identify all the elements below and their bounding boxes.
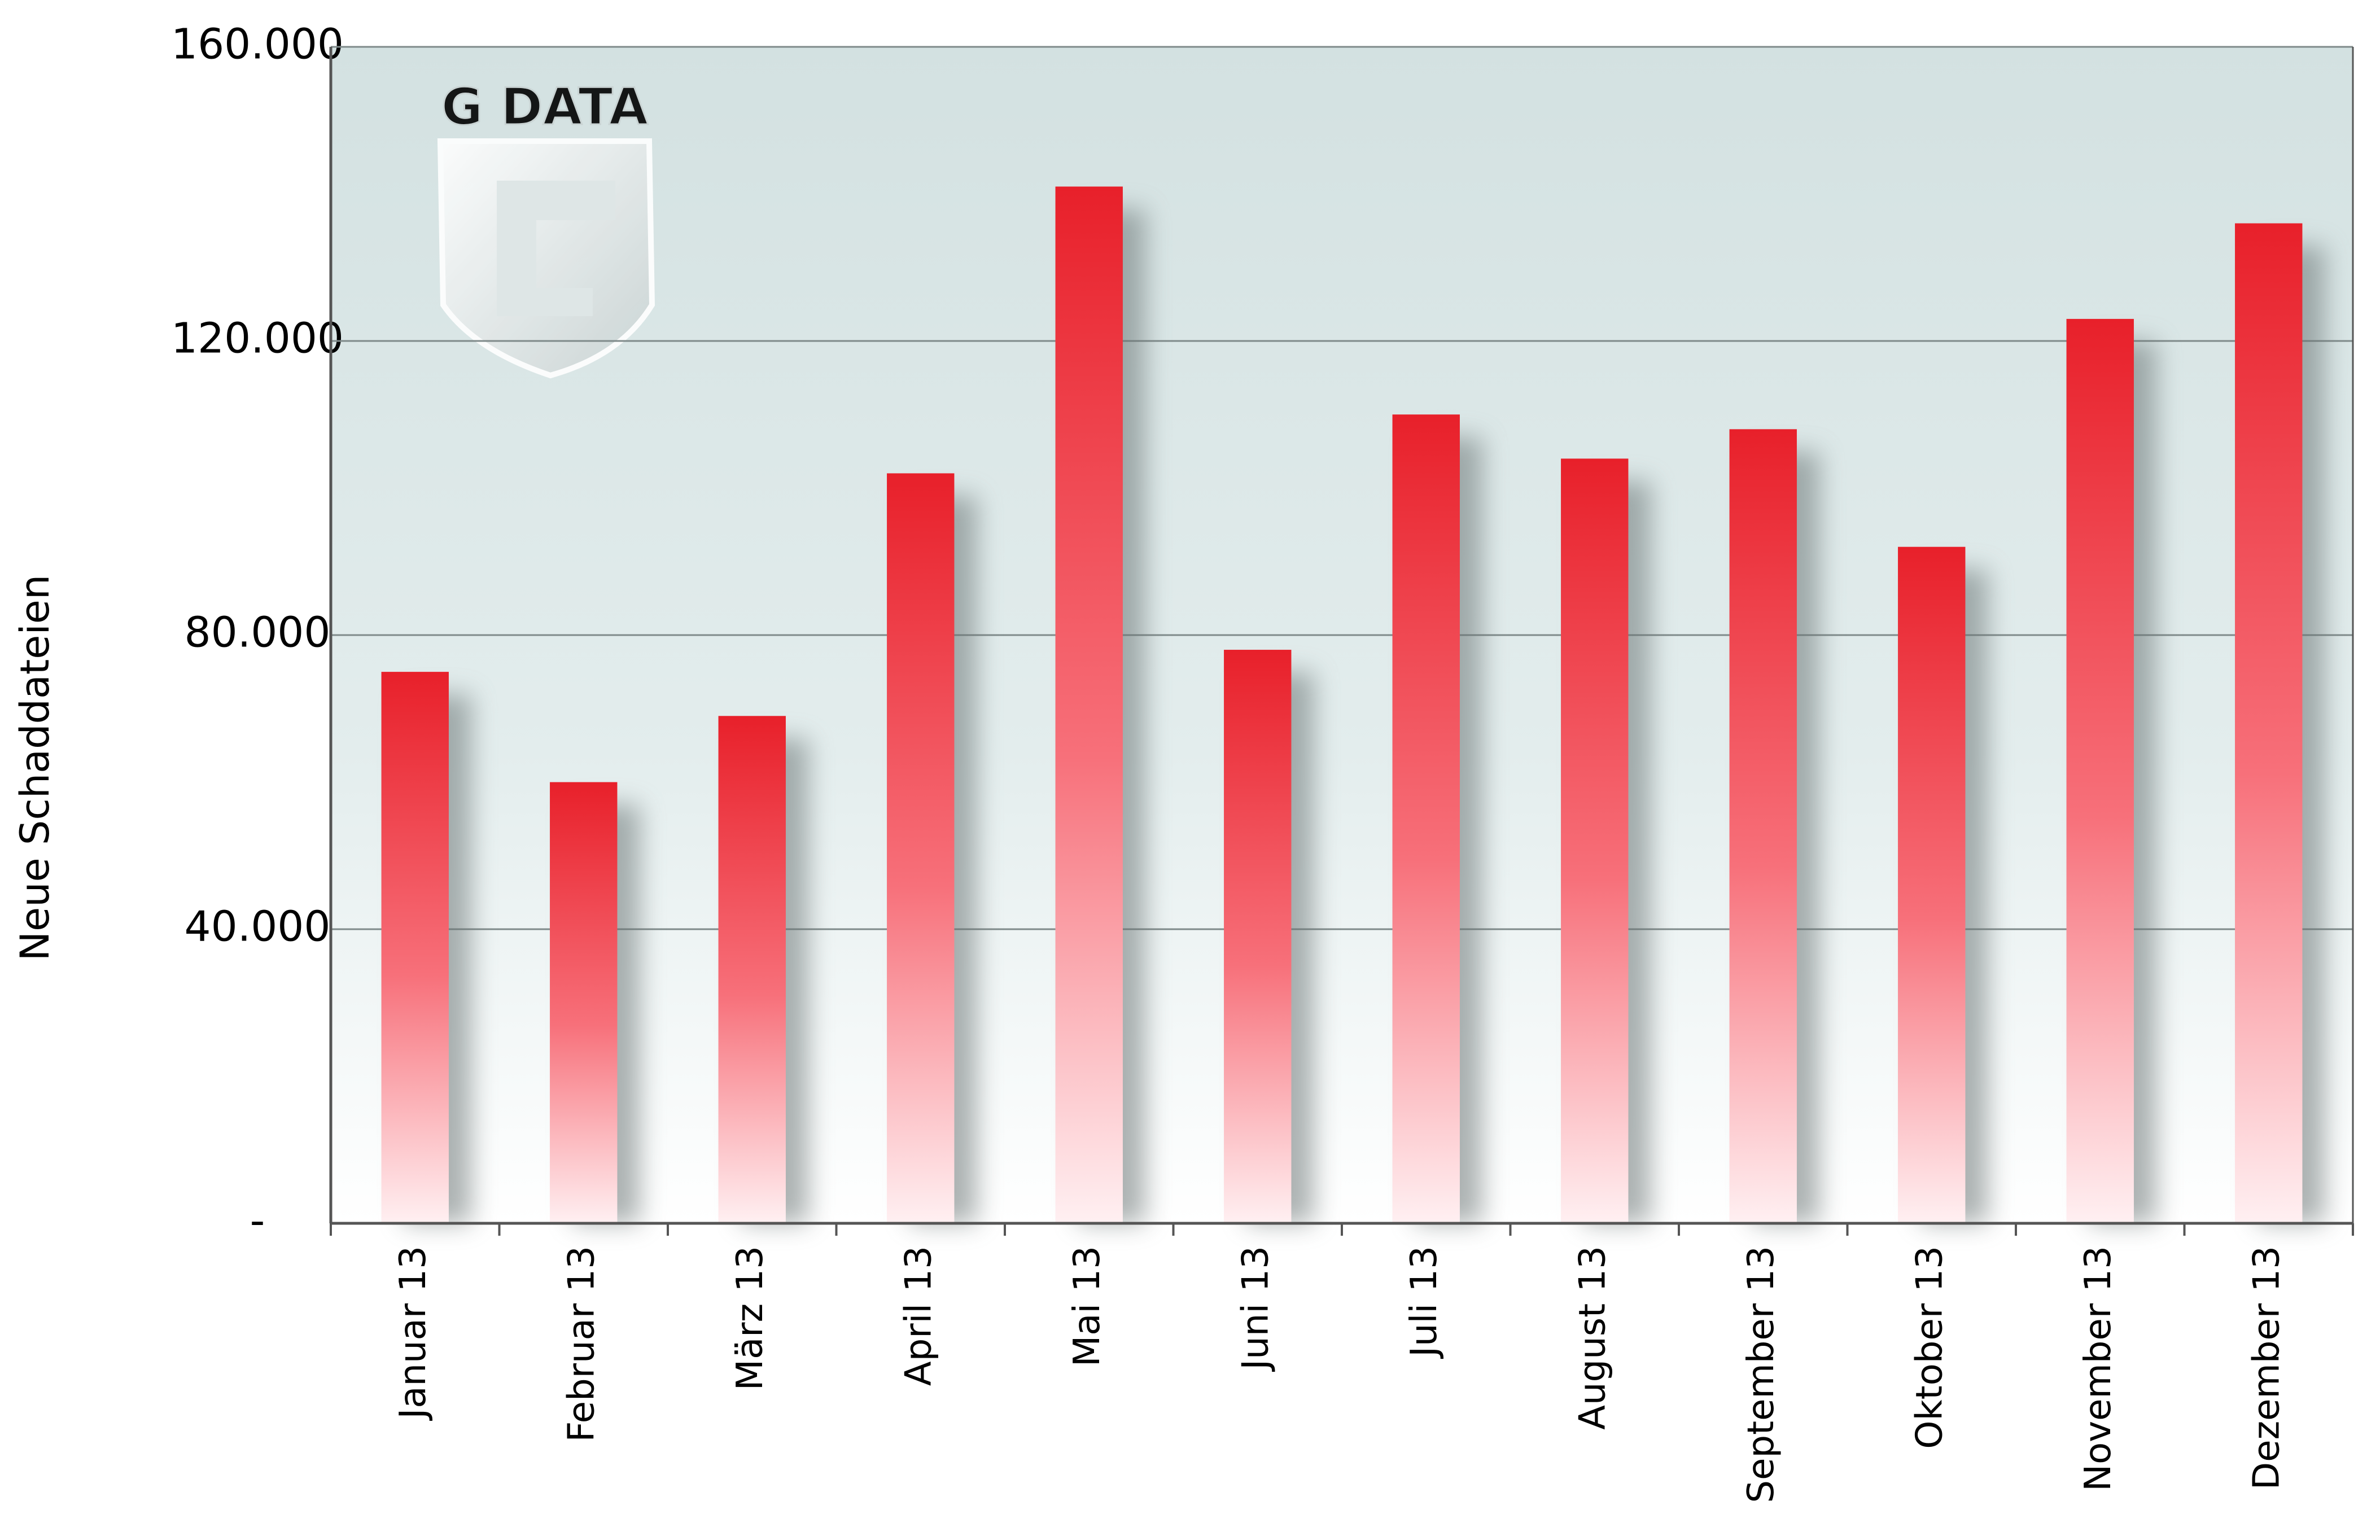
x-tick-label: Dezember 13 bbox=[2246, 1246, 2287, 1490]
x-tick-label: Oktober 13 bbox=[1909, 1246, 1950, 1449]
x-tick-label: Juli 13 bbox=[1403, 1246, 1445, 1359]
x-tick-label: März 13 bbox=[729, 1246, 771, 1390]
bar bbox=[718, 716, 786, 1223]
x-tick-label: Februar 13 bbox=[561, 1246, 602, 1442]
y-tick-label: 160.000 bbox=[171, 20, 344, 69]
bar bbox=[1561, 458, 1629, 1223]
y-tick-label: 120.000 bbox=[171, 314, 344, 363]
logo: G DATA bbox=[437, 76, 655, 379]
bar bbox=[1392, 414, 1460, 1223]
x-tick-label: Januar 13 bbox=[392, 1246, 434, 1421]
bar bbox=[1898, 546, 1966, 1224]
y-tick-label: 80.000 bbox=[185, 609, 331, 657]
bar bbox=[2066, 318, 2134, 1223]
y-tick-label: - bbox=[250, 1197, 265, 1245]
x-tick-label: Mai 13 bbox=[1066, 1246, 1108, 1367]
x-tick-label: Juni 13 bbox=[1235, 1246, 1276, 1372]
y-axis-label: Neue Schaddateien bbox=[12, 575, 58, 961]
x-tick-label: August 13 bbox=[1572, 1246, 1613, 1430]
x-tick-label: September 13 bbox=[1740, 1246, 1782, 1503]
bar bbox=[1729, 429, 1797, 1223]
bar bbox=[550, 782, 618, 1223]
logo-text: G DATA bbox=[441, 77, 649, 137]
x-tick-label: November 13 bbox=[2077, 1246, 2119, 1491]
y-tick-label: 40.000 bbox=[185, 903, 331, 951]
bar bbox=[1055, 186, 1123, 1224]
bar bbox=[887, 473, 955, 1224]
bar bbox=[1224, 650, 1292, 1223]
logo-g bbox=[497, 181, 615, 316]
bar bbox=[381, 672, 449, 1223]
x-tick-label: April 13 bbox=[898, 1246, 939, 1386]
bar bbox=[2235, 223, 2303, 1224]
